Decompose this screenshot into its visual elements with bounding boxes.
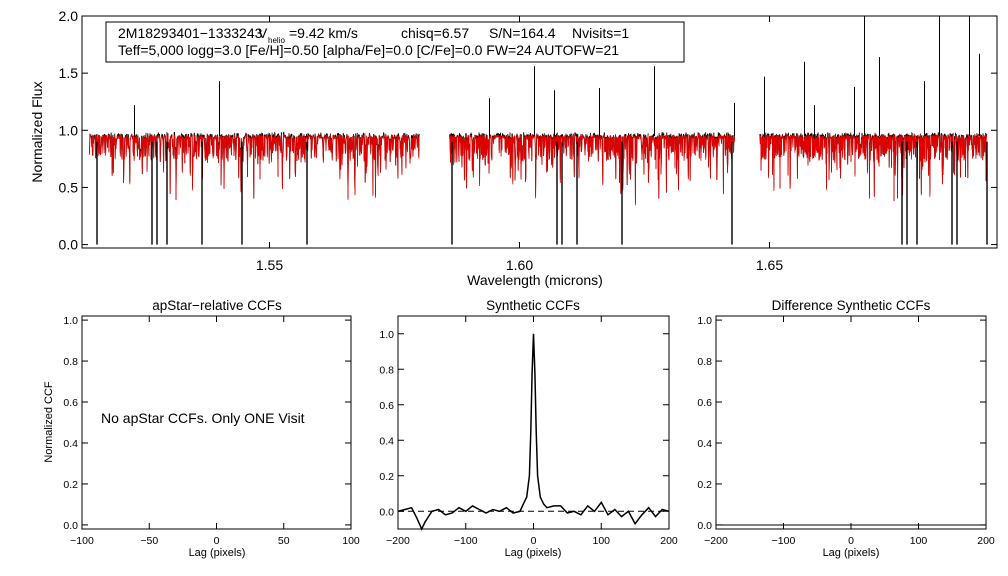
apstar-x-label: Lag (pixels) — [189, 547, 246, 559]
annotation-snr: S/N=164.4 — [489, 25, 556, 41]
synthetic-x-tick-label: 100 — [592, 535, 610, 547]
spectrum-y-tick-label: 2.0 — [59, 8, 79, 24]
synthetic-ticks: −200 −100 0 100 200 0.0 0.2 0.4 0.6 0.8 1.0 — [379, 316, 678, 547]
apstar-y-tick-label: 1.0 — [63, 315, 78, 327]
apstar-ccf-panel: −100 −50 0 50 100 0.0 0.2 0.4 0.6 0.8 1.0 apStar−r… — [43, 298, 360, 559]
synthetic-plot — [397, 333, 670, 531]
apstar-x-tick-label: 50 — [278, 535, 290, 547]
synthetic-spectrum-chip-1 — [89, 133, 420, 200]
difference-y-tick-label: 0.0 — [697, 520, 712, 532]
difference-y-tick-label: 0.4 — [697, 438, 712, 450]
spectrum-panel: 1.55 1.60 1.65 0.0 0.5 1.0 1.5 2.0 Wavelength (… — [29, 8, 998, 288]
difference-x-tick-label: −100 — [772, 535, 796, 547]
difference-x-tick-label: 100 — [910, 535, 928, 547]
annotation-chisq: chisq=6.57 — [401, 25, 469, 41]
synthetic-y-tick-label: 0.8 — [379, 364, 394, 376]
spectrum-ticks: 1.55 1.60 1.65 0.0 0.5 1.0 1.5 2.0 — [59, 8, 997, 273]
annotation-nvisits: Nvisits=1 — [572, 25, 629, 41]
synthetic-ccf-panel: −200 −100 0 100 200 0.0 0.2 0.4 0.6 0.8 1.0 Synthe… — [379, 298, 678, 559]
annotation-v-sub: helio — [268, 36, 285, 45]
difference-ticks: −200 −100 0 100 200 0.0 0.2 0.4 0.6 0.8 1.0 — [697, 315, 995, 547]
annotation-frame — [105, 21, 685, 63]
difference-y-tick-label: 0.2 — [697, 479, 712, 491]
annotation-params: Teff=5,000 logg=3.0 [Fe/H]=0.50 [alpha/F… — [118, 42, 619, 58]
apstar-y-tick-label: 0.0 — [63, 520, 78, 532]
synthetic-spectrum-chip-3 — [759, 134, 988, 202]
spectrum-annotation-box: 2M18293401−1333243 V helio =9.42 km/s ch… — [105, 21, 685, 63]
spectrum-y-tick-label: 1.5 — [59, 65, 79, 81]
apstar-y-tick-label: 0.8 — [63, 356, 78, 368]
synthetic-y-tick-label: 0.4 — [379, 435, 394, 447]
spectrum-y-label: Normalized Flux — [29, 81, 45, 182]
difference-title: Difference Synthetic CCFs — [772, 298, 931, 313]
spectrum-x-tick-label: 1.60 — [506, 257, 533, 273]
synthetic-y-tick-label: 0.0 — [379, 506, 394, 518]
apstar-ticks: −100 −50 0 50 100 0.0 0.2 0.4 0.6 0.8 1.0 — [63, 315, 360, 547]
difference-x-tick-label: 0 — [848, 535, 854, 547]
synthetic-x-tick-label: −100 — [454, 535, 478, 547]
spectrum-x-tick-label: 1.55 — [256, 257, 283, 273]
difference-y-tick-label: 0.6 — [697, 397, 712, 409]
synthetic-ccf-line — [397, 333, 670, 531]
apstar-y-tick-label: 0.2 — [63, 479, 78, 491]
difference-y-tick-label: 0.8 — [697, 356, 712, 368]
spectrum-x-label: Wavelength (microns) — [467, 272, 603, 288]
apstar-y-tick-label: 0.4 — [63, 438, 78, 450]
apstar-x-tick-label: 100 — [342, 535, 360, 547]
synthetic-spectrum-chip-2 — [449, 133, 735, 206]
difference-x-tick-label: −200 — [704, 535, 728, 547]
annotation-v-prefix: V — [258, 25, 268, 41]
annotation-id: 2M18293401−1333243 — [118, 25, 263, 41]
synthetic-y-tick-label: 0.6 — [379, 400, 394, 412]
synthetic-x-tick-label: 200 — [660, 535, 678, 547]
synthetic-y-tick-label: 1.0 — [379, 329, 394, 341]
spectrum-x-tick-label: 1.65 — [756, 257, 783, 273]
synthetic-x-label: Lag (pixels) — [505, 547, 562, 559]
spectrum-axes-frame — [81, 15, 998, 249]
difference-x-tick-label: 200 — [977, 535, 995, 547]
difference-x-label: Lag (pixels) — [823, 547, 880, 559]
spectrum-y-tick-label: 1.0 — [59, 122, 79, 138]
synthetic-x-tick-label: 0 — [531, 535, 537, 547]
difference-y-tick-label: 1.0 — [697, 315, 712, 327]
apstar-title: apStar−relative CCFs — [152, 298, 282, 313]
difference-ccf-panel: −200 −100 0 100 200 0.0 0.2 0.4 0.6 0.8 1.0 Differ… — [697, 298, 995, 559]
spectrum-lines — [89, 16, 988, 245]
apstar-message: No apStar CCFs. Only ONE Visit — [101, 410, 305, 426]
spectrum-y-tick-label: 0.5 — [59, 179, 79, 195]
annotation-v-suffix: =9.42 km/s — [289, 25, 358, 41]
synthetic-x-tick-label: −200 — [386, 535, 410, 547]
synthetic-y-tick-label: 0.2 — [379, 471, 394, 483]
apstar-y-label: Normalized CCF — [43, 381, 55, 463]
apstar-x-tick-label: −50 — [140, 535, 158, 547]
apstar-y-tick-label: 0.6 — [63, 397, 78, 409]
apstar-x-tick-label: 0 — [214, 535, 220, 547]
spectrum-y-tick-label: 0.0 — [59, 237, 79, 253]
difference-axes-frame — [715, 315, 987, 530]
synthetic-title: Synthetic CCFs — [486, 298, 580, 313]
apstar-x-tick-label: −100 — [70, 535, 94, 547]
